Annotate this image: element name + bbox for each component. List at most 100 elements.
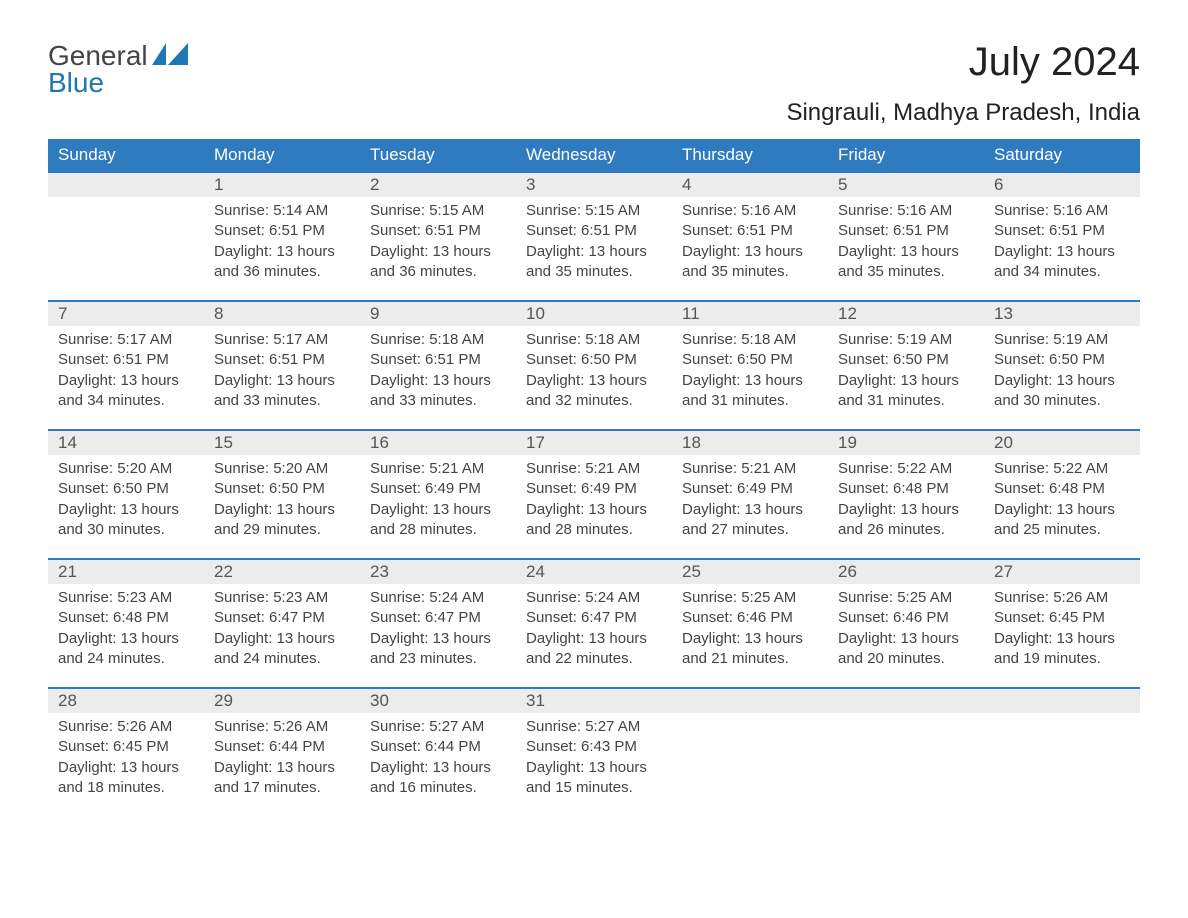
day-number-cell: 25 — [672, 559, 828, 584]
logo-text-blue: Blue — [48, 67, 104, 99]
day-daylight2: and 28 minutes. — [526, 520, 662, 540]
day-content-cell — [48, 197, 204, 301]
day-daylight2: and 18 minutes. — [58, 778, 194, 798]
day-number-cell: 31 — [516, 688, 672, 713]
day-sunset: Sunset: 6:50 PM — [214, 479, 350, 499]
day-number-cell: 21 — [48, 559, 204, 584]
day-number-cell: 5 — [828, 172, 984, 197]
day-number-cell — [828, 688, 984, 713]
day-content-cell: Sunrise: 5:24 AMSunset: 6:47 PMDaylight:… — [516, 584, 672, 688]
day-daylight2: and 34 minutes. — [994, 262, 1130, 282]
day-daylight1: Daylight: 13 hours — [994, 629, 1130, 649]
day-sunset: Sunset: 6:50 PM — [58, 479, 194, 499]
day-number-cell: 12 — [828, 301, 984, 326]
day-sunrise: Sunrise: 5:19 AM — [994, 330, 1130, 350]
day-daylight1: Daylight: 13 hours — [838, 500, 974, 520]
day-content-cell: Sunrise: 5:25 AMSunset: 6:46 PMDaylight:… — [672, 584, 828, 688]
day-sunset: Sunset: 6:48 PM — [994, 479, 1130, 499]
day-sunset: Sunset: 6:47 PM — [526, 608, 662, 628]
day-number-cell: 28 — [48, 688, 204, 713]
day-sunrise: Sunrise: 5:14 AM — [214, 201, 350, 221]
day-sunset: Sunset: 6:44 PM — [214, 737, 350, 757]
calendar-content-row: Sunrise: 5:23 AMSunset: 6:48 PMDaylight:… — [48, 584, 1140, 688]
day-number-cell: 22 — [204, 559, 360, 584]
day-header: Saturday — [984, 139, 1140, 172]
day-daylight2: and 26 minutes. — [838, 520, 974, 540]
day-sunset: Sunset: 6:44 PM — [370, 737, 506, 757]
day-sunrise: Sunrise: 5:26 AM — [994, 588, 1130, 608]
calendar-daynum-row: 78910111213 — [48, 301, 1140, 326]
day-content-cell: Sunrise: 5:25 AMSunset: 6:46 PMDaylight:… — [828, 584, 984, 688]
day-daylight1: Daylight: 13 hours — [370, 629, 506, 649]
day-daylight1: Daylight: 13 hours — [214, 758, 350, 778]
day-content-cell: Sunrise: 5:16 AMSunset: 6:51 PMDaylight:… — [828, 197, 984, 301]
day-sunset: Sunset: 6:48 PM — [838, 479, 974, 499]
day-daylight2: and 35 minutes. — [682, 262, 818, 282]
day-daylight2: and 22 minutes. — [526, 649, 662, 669]
day-header: Tuesday — [360, 139, 516, 172]
day-sunrise: Sunrise: 5:20 AM — [58, 459, 194, 479]
day-content-cell: Sunrise: 5:20 AMSunset: 6:50 PMDaylight:… — [204, 455, 360, 559]
day-number-cell: 15 — [204, 430, 360, 455]
day-daylight2: and 24 minutes. — [214, 649, 350, 669]
day-number-cell: 16 — [360, 430, 516, 455]
day-sunset: Sunset: 6:51 PM — [682, 221, 818, 241]
day-sunrise: Sunrise: 5:24 AM — [370, 588, 506, 608]
day-daylight1: Daylight: 13 hours — [838, 629, 974, 649]
day-number-cell: 24 — [516, 559, 672, 584]
day-daylight1: Daylight: 13 hours — [526, 758, 662, 778]
day-daylight2: and 31 minutes. — [838, 391, 974, 411]
day-daylight1: Daylight: 13 hours — [682, 242, 818, 262]
day-daylight1: Daylight: 13 hours — [994, 242, 1130, 262]
day-content-cell: Sunrise: 5:26 AMSunset: 6:44 PMDaylight:… — [204, 713, 360, 817]
day-daylight1: Daylight: 13 hours — [370, 758, 506, 778]
day-content-cell: Sunrise: 5:23 AMSunset: 6:47 PMDaylight:… — [204, 584, 360, 688]
day-daylight1: Daylight: 13 hours — [994, 500, 1130, 520]
day-content-cell: Sunrise: 5:17 AMSunset: 6:51 PMDaylight:… — [204, 326, 360, 430]
day-sunset: Sunset: 6:51 PM — [838, 221, 974, 241]
day-sunset: Sunset: 6:43 PM — [526, 737, 662, 757]
day-content-cell: Sunrise: 5:19 AMSunset: 6:50 PMDaylight:… — [828, 326, 984, 430]
day-number-cell: 10 — [516, 301, 672, 326]
day-content-cell — [828, 713, 984, 817]
day-number-cell: 6 — [984, 172, 1140, 197]
logo-flag-icon — [152, 43, 188, 65]
day-daylight1: Daylight: 13 hours — [58, 500, 194, 520]
day-daylight2: and 24 minutes. — [58, 649, 194, 669]
day-content-cell: Sunrise: 5:24 AMSunset: 6:47 PMDaylight:… — [360, 584, 516, 688]
day-sunset: Sunset: 6:51 PM — [994, 221, 1130, 241]
day-daylight1: Daylight: 13 hours — [370, 242, 506, 262]
day-content-cell: Sunrise: 5:18 AMSunset: 6:50 PMDaylight:… — [516, 326, 672, 430]
page-title: July 2024 — [969, 40, 1140, 85]
day-number-cell: 23 — [360, 559, 516, 584]
day-content-cell: Sunrise: 5:27 AMSunset: 6:43 PMDaylight:… — [516, 713, 672, 817]
day-sunrise: Sunrise: 5:18 AM — [682, 330, 818, 350]
day-content-cell: Sunrise: 5:14 AMSunset: 6:51 PMDaylight:… — [204, 197, 360, 301]
calendar-content-row: Sunrise: 5:26 AMSunset: 6:45 PMDaylight:… — [48, 713, 1140, 817]
day-sunset: Sunset: 6:51 PM — [370, 221, 506, 241]
day-daylight1: Daylight: 13 hours — [214, 500, 350, 520]
day-sunrise: Sunrise: 5:25 AM — [838, 588, 974, 608]
day-sunset: Sunset: 6:50 PM — [994, 350, 1130, 370]
day-daylight1: Daylight: 13 hours — [370, 371, 506, 391]
page-subtitle: Singrauli, Madhya Pradesh, India — [48, 99, 1140, 127]
day-header: Monday — [204, 139, 360, 172]
day-content-cell: Sunrise: 5:17 AMSunset: 6:51 PMDaylight:… — [48, 326, 204, 430]
calendar-daynum-row: 123456 — [48, 172, 1140, 197]
calendar-content-row: Sunrise: 5:14 AMSunset: 6:51 PMDaylight:… — [48, 197, 1140, 301]
day-sunrise: Sunrise: 5:20 AM — [214, 459, 350, 479]
day-number-cell: 13 — [984, 301, 1140, 326]
day-number-cell: 1 — [204, 172, 360, 197]
day-daylight2: and 29 minutes. — [214, 520, 350, 540]
day-number-cell: 27 — [984, 559, 1140, 584]
day-number-cell — [48, 172, 204, 197]
day-daylight2: and 30 minutes. — [994, 391, 1130, 411]
day-daylight1: Daylight: 13 hours — [370, 500, 506, 520]
calendar-daynum-row: 28293031 — [48, 688, 1140, 713]
day-sunrise: Sunrise: 5:21 AM — [682, 459, 818, 479]
day-content-cell: Sunrise: 5:27 AMSunset: 6:44 PMDaylight:… — [360, 713, 516, 817]
day-daylight1: Daylight: 13 hours — [682, 629, 818, 649]
day-sunset: Sunset: 6:45 PM — [994, 608, 1130, 628]
day-header: Thursday — [672, 139, 828, 172]
day-content-cell: Sunrise: 5:21 AMSunset: 6:49 PMDaylight:… — [360, 455, 516, 559]
